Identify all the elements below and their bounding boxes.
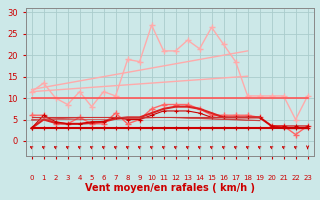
- X-axis label: Vent moyen/en rafales ( km/h ): Vent moyen/en rafales ( km/h ): [84, 183, 255, 193]
